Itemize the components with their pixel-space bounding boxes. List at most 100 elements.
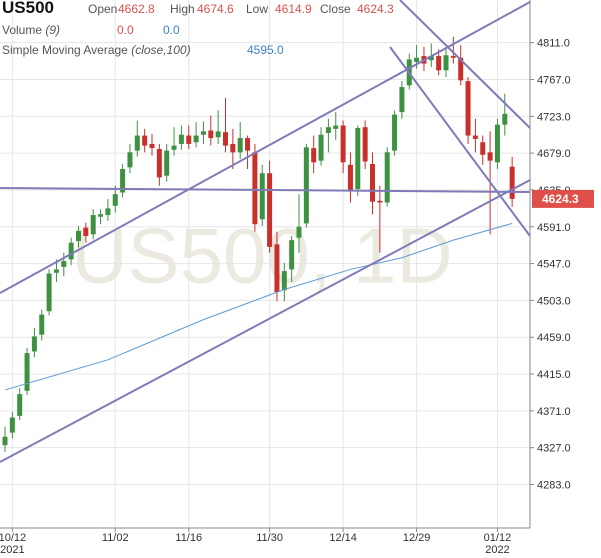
x-tick-label: 12/14: [329, 532, 357, 544]
candle-body: [487, 152, 493, 161]
candle-body: [39, 314, 45, 335]
x-tick-label: 11/02: [102, 532, 129, 544]
trend-line: [399, 0, 531, 129]
candle-body: [347, 164, 353, 191]
y-tick-label: 4415.0: [537, 369, 571, 381]
sma-name: Simple Moving Average: [2, 43, 128, 57]
sma-value: 4595.0: [247, 43, 284, 57]
y-tick-label: 4811.0: [537, 38, 570, 50]
x-tick-label: 10/12: [0, 532, 26, 544]
price-tag: [532, 189, 594, 208]
candle-body: [9, 417, 15, 433]
candle-body: [502, 113, 508, 125]
close-value: 4624.3: [357, 2, 394, 16]
high-label: High: [170, 2, 195, 16]
candle-body: [267, 173, 273, 247]
candle-body: [436, 56, 442, 71]
candle-body: [318, 134, 324, 161]
candle-body: [120, 169, 126, 193]
candle-body: [362, 127, 368, 162]
candle-body: [149, 143, 155, 149]
candles: [2, 36, 515, 452]
y-tick-label: 4371.0: [537, 406, 571, 418]
candle-body: [303, 147, 309, 224]
candle-body: [164, 150, 170, 176]
candle-body: [230, 143, 236, 153]
candle-body: [289, 240, 295, 270]
candle-body: [259, 173, 265, 220]
y-tick-label: 4459.0: [537, 332, 571, 344]
trend-line: [0, 1, 531, 294]
candle-body: [68, 242, 74, 260]
candle-body: [24, 353, 30, 391]
candle-body: [76, 230, 81, 241]
candle-body: [252, 152, 258, 225]
volume-params: (9): [45, 23, 61, 37]
y-tick-label: 4547.0: [537, 259, 571, 271]
candle-body: [333, 125, 339, 129]
candle-body: [281, 271, 287, 291]
candle-body: [384, 152, 390, 203]
open-value: 4662.8: [118, 2, 155, 16]
x-tick-label: 11/30: [256, 532, 283, 544]
candle-body: [112, 194, 118, 206]
low-label: Low: [246, 2, 269, 16]
candle-body: [325, 127, 331, 134]
y-tick-label: 4591.0: [537, 222, 571, 234]
candle-body: [311, 148, 317, 163]
candle-body: [200, 131, 206, 135]
candle-body: [296, 226, 302, 238]
volume-label: Volume (9): [2, 23, 60, 37]
y-tick-label: 4723.0: [537, 111, 571, 123]
y-tick-label: 4767.0: [537, 74, 571, 86]
candle-body: [90, 215, 96, 235]
candle-body: [428, 56, 434, 61]
close-label: Close: [320, 2, 351, 16]
candle-body: [494, 124, 500, 163]
grid: [0, 0, 530, 528]
trend-line: [389, 46, 531, 237]
low-value: 4614.9: [275, 2, 312, 16]
candle-body: [392, 114, 398, 151]
candle-body: [134, 135, 140, 151]
candle-body: [414, 57, 420, 62]
candle-body: [105, 208, 111, 216]
candle-body: [215, 131, 221, 138]
x-tick-label: 12/29: [403, 532, 431, 544]
trend-line: [0, 179, 531, 463]
candle-body: [458, 57, 464, 81]
trend-line: [0, 187, 531, 193]
candle-body: [472, 135, 478, 139]
y-tick-label: 4503.0: [537, 295, 571, 307]
candle-body: [193, 135, 199, 143]
sma-line: [4, 222, 513, 391]
candle-body: [178, 134, 184, 144]
sma-params: (close,100): [131, 43, 191, 57]
candle-body: [98, 214, 104, 217]
candle-body: [61, 261, 67, 267]
candle-body: [127, 152, 133, 168]
candle-body: [31, 336, 37, 352]
candle-body: [465, 81, 471, 136]
symbol-title: US500: [2, 0, 54, 17]
y-tick-label: 4327.0: [537, 443, 571, 455]
x-tick-label: 01/12: [484, 532, 512, 544]
trend-lines: [0, 0, 531, 463]
candle-body: [142, 135, 148, 146]
candle-body: [171, 145, 177, 150]
candle-body: [274, 244, 280, 293]
candle-body: [2, 436, 8, 446]
volume-ma-value: 0.0: [163, 23, 180, 37]
sma-label: Simple Moving Average (close,100): [2, 43, 191, 57]
candle-body: [370, 164, 375, 202]
candle-body: [208, 130, 214, 139]
y-tick-label: 4679.0: [537, 148, 571, 160]
candle-body: [156, 148, 162, 178]
candle-body: [355, 128, 361, 190]
candle-body: [509, 166, 515, 199]
candle-body: [480, 142, 486, 155]
volume-value: 0.0: [117, 23, 134, 37]
y-tick-label: 4283.0: [537, 479, 571, 491]
candle-body: [340, 125, 346, 163]
